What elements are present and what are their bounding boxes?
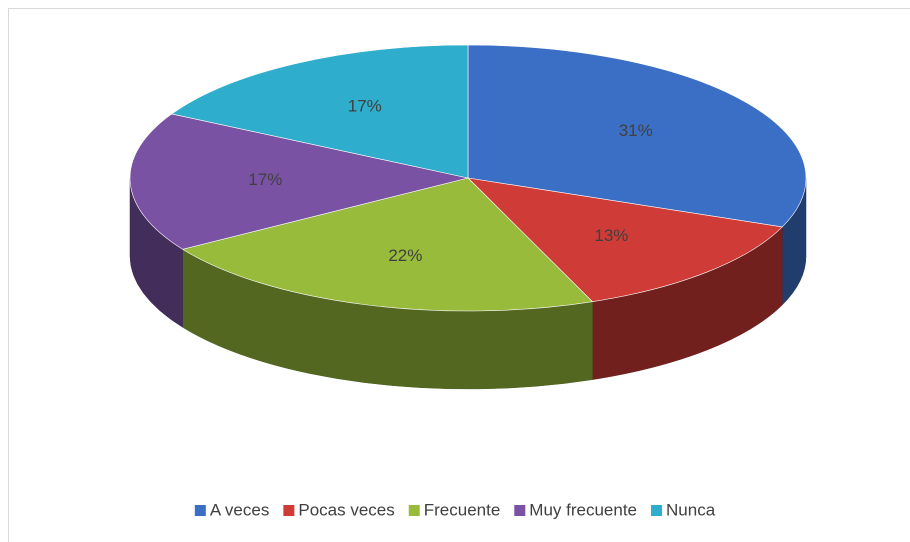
legend-label: A veces [210,500,270,519]
legend-label: Frecuente [424,500,501,519]
data-label: 17% [248,170,282,189]
slice [467,44,807,228]
data-label: 13% [594,226,628,245]
chart-border [8,8,910,542]
data-label: 31% [619,121,653,140]
legend-label: Muy frecuente [529,500,637,519]
legend-label: Nunca [666,500,716,519]
data-label: 22% [388,246,422,265]
slice [171,44,469,179]
slice [467,177,783,302]
legend-swatch [283,505,295,516]
slice [181,177,594,312]
data-label: 17% [348,97,382,116]
legend-label: Pocas veces [298,500,394,519]
legend-swatch [408,505,420,516]
legend-swatch [651,505,663,516]
legend-swatch [514,505,526,516]
slice [129,113,469,250]
legend-swatch [194,505,206,516]
